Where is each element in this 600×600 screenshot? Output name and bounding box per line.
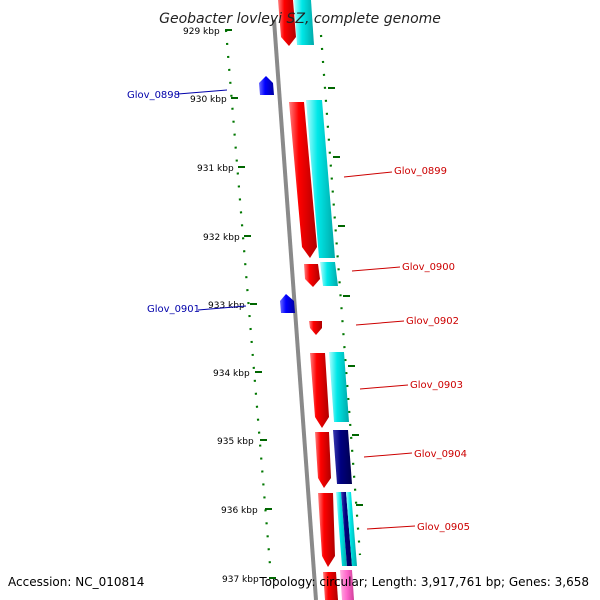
gene-label-glov-0898: Glov_0898 [127,90,180,101]
genome-backbone [272,19,318,600]
leader-line-glov-0903 [359,384,409,390]
tick-marks [225,29,276,579]
cds-arrow-forward [278,0,296,46]
cog-block-cyan [336,492,347,566]
gc-skew-track-right [319,34,362,556]
cog-block-pink [340,570,354,600]
tick-label-930: 930 kbp [190,95,227,105]
gc-skew-track-left [224,29,272,566]
leader-line-glov-0899 [343,171,393,178]
cog-block-cyan [294,0,314,45]
gene-label-glov-0903: Glov_0903 [410,380,463,391]
cog-block-cyan [320,262,338,286]
gene-label-glov-0900: Glov_0900 [402,262,455,273]
gene-label-glov-0905: Glov_0905 [417,522,470,533]
cog-block-cyan [306,100,335,258]
tick-label-937: 937 kbp [222,575,259,585]
tick-label-934: 934 kbp [213,369,250,379]
cog-block-cyan [329,352,349,422]
leader-line-glov-0904 [363,452,413,458]
leader-line-glov-0902 [355,320,405,326]
tick-label-933: 933 kbp [208,301,245,311]
cds-arrow-forward [323,572,338,600]
cog-track [294,0,357,600]
tick-marks-right [328,87,363,506]
tick-label-935: 935 kbp [217,437,254,447]
accession-label: Accession: NC_010814 [8,575,144,589]
gene-label-glov-0901: Glov_0901 [147,304,200,315]
cds-arrow-glov-0903 [310,353,329,428]
topology-summary: Topology: circular; Length: 3,917,761 bp… [258,575,589,589]
leader-line-glov-0898 [177,89,228,95]
cog-block-navy [333,430,352,484]
tick-label-936: 936 kbp [221,506,258,516]
forward-cds-track [278,0,338,600]
tick-label-929: 929 kbp [183,27,220,37]
gene-label-glov-0899: Glov_0899 [394,166,447,177]
cds-arrow-glov-0898 [259,76,274,95]
tick-label-932: 932 kbp [203,233,240,243]
cds-arrow-glov-0902 [309,321,322,335]
gene-label-glov-0902: Glov_0902 [406,316,459,327]
cog-block-cyan [346,492,357,566]
cog-block-navy [341,492,352,566]
gene-label-glov-0904: Glov_0904 [414,449,467,460]
leader-line-glov-0901 [197,305,247,311]
cds-arrow-glov-0899 [289,102,317,258]
cds-arrow-glov-0904 [315,432,331,488]
cds-arrow-glov-0900 [304,264,320,287]
cds-arrow-glov-0901 [280,294,295,313]
reverse-cds-track [259,76,295,313]
leader-line-glov-0905 [366,525,416,530]
leader-line-glov-0900 [351,266,401,272]
cds-arrow-glov-0905 [318,493,335,567]
tick-label-931: 931 kbp [197,164,234,174]
map-title: Geobacter lovleyi SZ, complete genome [159,11,441,27]
label-leaders [177,89,416,530]
